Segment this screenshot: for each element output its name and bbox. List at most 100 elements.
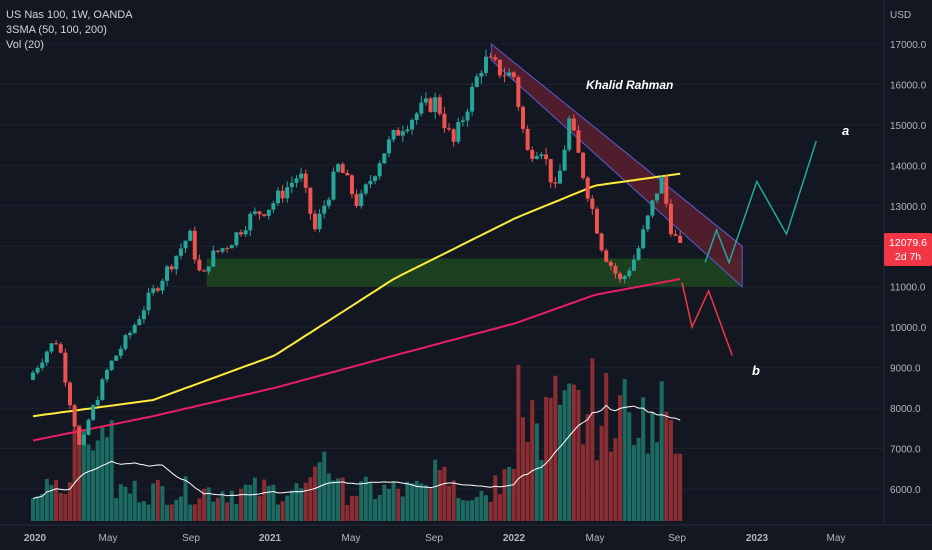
volume-bar	[100, 425, 105, 521]
volume-bar	[188, 504, 193, 521]
volume-bar	[520, 417, 525, 521]
candle-body	[363, 184, 368, 194]
grid	[0, 43, 884, 490]
candle-body	[599, 233, 604, 251]
volume-bar	[410, 483, 415, 521]
candle-body	[562, 149, 567, 171]
volume-bar	[58, 493, 63, 521]
candle-body	[183, 240, 188, 249]
volume-bar	[484, 495, 489, 521]
volume-bar	[81, 429, 86, 521]
volume-bar	[118, 484, 123, 521]
volume-bar	[386, 488, 391, 521]
candle-body	[299, 173, 304, 179]
volume-bar	[502, 469, 507, 521]
volume-bar	[608, 451, 613, 521]
author-label: Khalid Rahman	[586, 78, 673, 92]
candle-body	[188, 230, 193, 241]
volume-bar	[396, 488, 401, 521]
volume-bar	[359, 481, 364, 521]
candle-body	[544, 154, 549, 160]
sma-indicator-label[interactable]: 3SMA (50, 100, 200)	[6, 24, 107, 36]
x-tick-label: May	[827, 533, 846, 544]
volume-indicator-label[interactable]: Vol (20)	[6, 39, 44, 51]
candle-body	[72, 405, 77, 427]
y-tick-label: 8000.0	[890, 404, 921, 415]
volume-bar	[271, 484, 276, 521]
last-price-tag[interactable]: 12079.6 2d 7h	[884, 233, 932, 266]
volume-bar	[192, 504, 197, 521]
candle-body	[31, 372, 35, 380]
volume-bar	[252, 477, 257, 521]
volume-bar	[86, 444, 91, 521]
candle-body	[502, 75, 507, 77]
candle-body	[534, 156, 539, 159]
symbol-title[interactable]: US Nas 100, 1W, OANDA	[6, 9, 133, 21]
volume-bar	[636, 437, 641, 521]
volume-bar	[294, 483, 299, 521]
volume-bar	[165, 504, 170, 521]
descending-channel[interactable]	[490, 42, 743, 288]
candle-body	[137, 319, 142, 325]
candle-body	[664, 177, 669, 204]
candle-body	[613, 265, 618, 274]
candle-body	[423, 98, 428, 103]
candle-body	[86, 419, 91, 435]
volume-bar	[336, 478, 341, 521]
candle-body	[146, 292, 151, 311]
volume-bar	[377, 495, 382, 521]
x-tick-label: Sep	[668, 533, 686, 544]
volume-bar	[31, 498, 35, 521]
candle-body	[63, 352, 68, 383]
candle-body	[349, 175, 354, 195]
candle-body	[331, 171, 336, 200]
y-tick-label: 6000.0	[890, 485, 921, 496]
candle-body	[206, 266, 211, 272]
volume-bar	[174, 499, 179, 521]
volume-bar	[77, 424, 82, 521]
candle-body	[650, 200, 655, 216]
projection-path-b[interactable]	[681, 282, 734, 356]
y-tick-label: 14000.0	[890, 161, 927, 172]
x-axis[interactable]: 2020 May Sep 2021 May Sep 2022 May Sep 2023 May	[24, 533, 846, 544]
candle-body	[141, 310, 146, 320]
chart-legend: US Nas 100, 1W, OANDA 3SMA (50, 100, 200…	[6, 8, 133, 53]
last-price-value: 12079.6	[889, 237, 927, 249]
scenario-a-label: a	[842, 123, 849, 138]
volume-bar	[641, 397, 646, 521]
volume-bar	[400, 496, 405, 521]
volume-bar	[197, 498, 202, 521]
candle-body	[659, 177, 664, 194]
volume-bar	[220, 491, 225, 521]
candle-body	[289, 182, 294, 188]
volume-bar	[525, 441, 530, 521]
volume-bar	[511, 468, 516, 521]
projection-path-a[interactable]	[704, 140, 817, 265]
candles	[31, 49, 683, 446]
candle-body	[91, 405, 96, 420]
candle-body	[622, 276, 627, 280]
candle-body	[95, 399, 100, 406]
volume-bar	[456, 498, 461, 521]
sma-100-line	[32, 172, 681, 418]
volume-bar	[183, 476, 188, 521]
candle-body	[165, 266, 170, 281]
volume-bar	[507, 466, 512, 521]
candle-body	[576, 130, 581, 153]
volume-bar	[530, 400, 535, 521]
candle-body	[447, 128, 452, 130]
volume-bar	[571, 384, 576, 521]
y-tick-label: 17000.0	[890, 40, 927, 51]
x-tick-label: May	[586, 533, 605, 544]
volume-bar	[95, 440, 100, 521]
support-zone[interactable]	[206, 258, 743, 287]
volume-bar	[128, 493, 133, 521]
candle-body	[312, 213, 317, 230]
volume-bar	[428, 487, 433, 521]
candle-body	[234, 232, 239, 246]
candle-body	[520, 106, 525, 129]
candle-body	[132, 324, 137, 333]
candle-body	[451, 129, 456, 142]
volume-bar	[146, 504, 151, 521]
